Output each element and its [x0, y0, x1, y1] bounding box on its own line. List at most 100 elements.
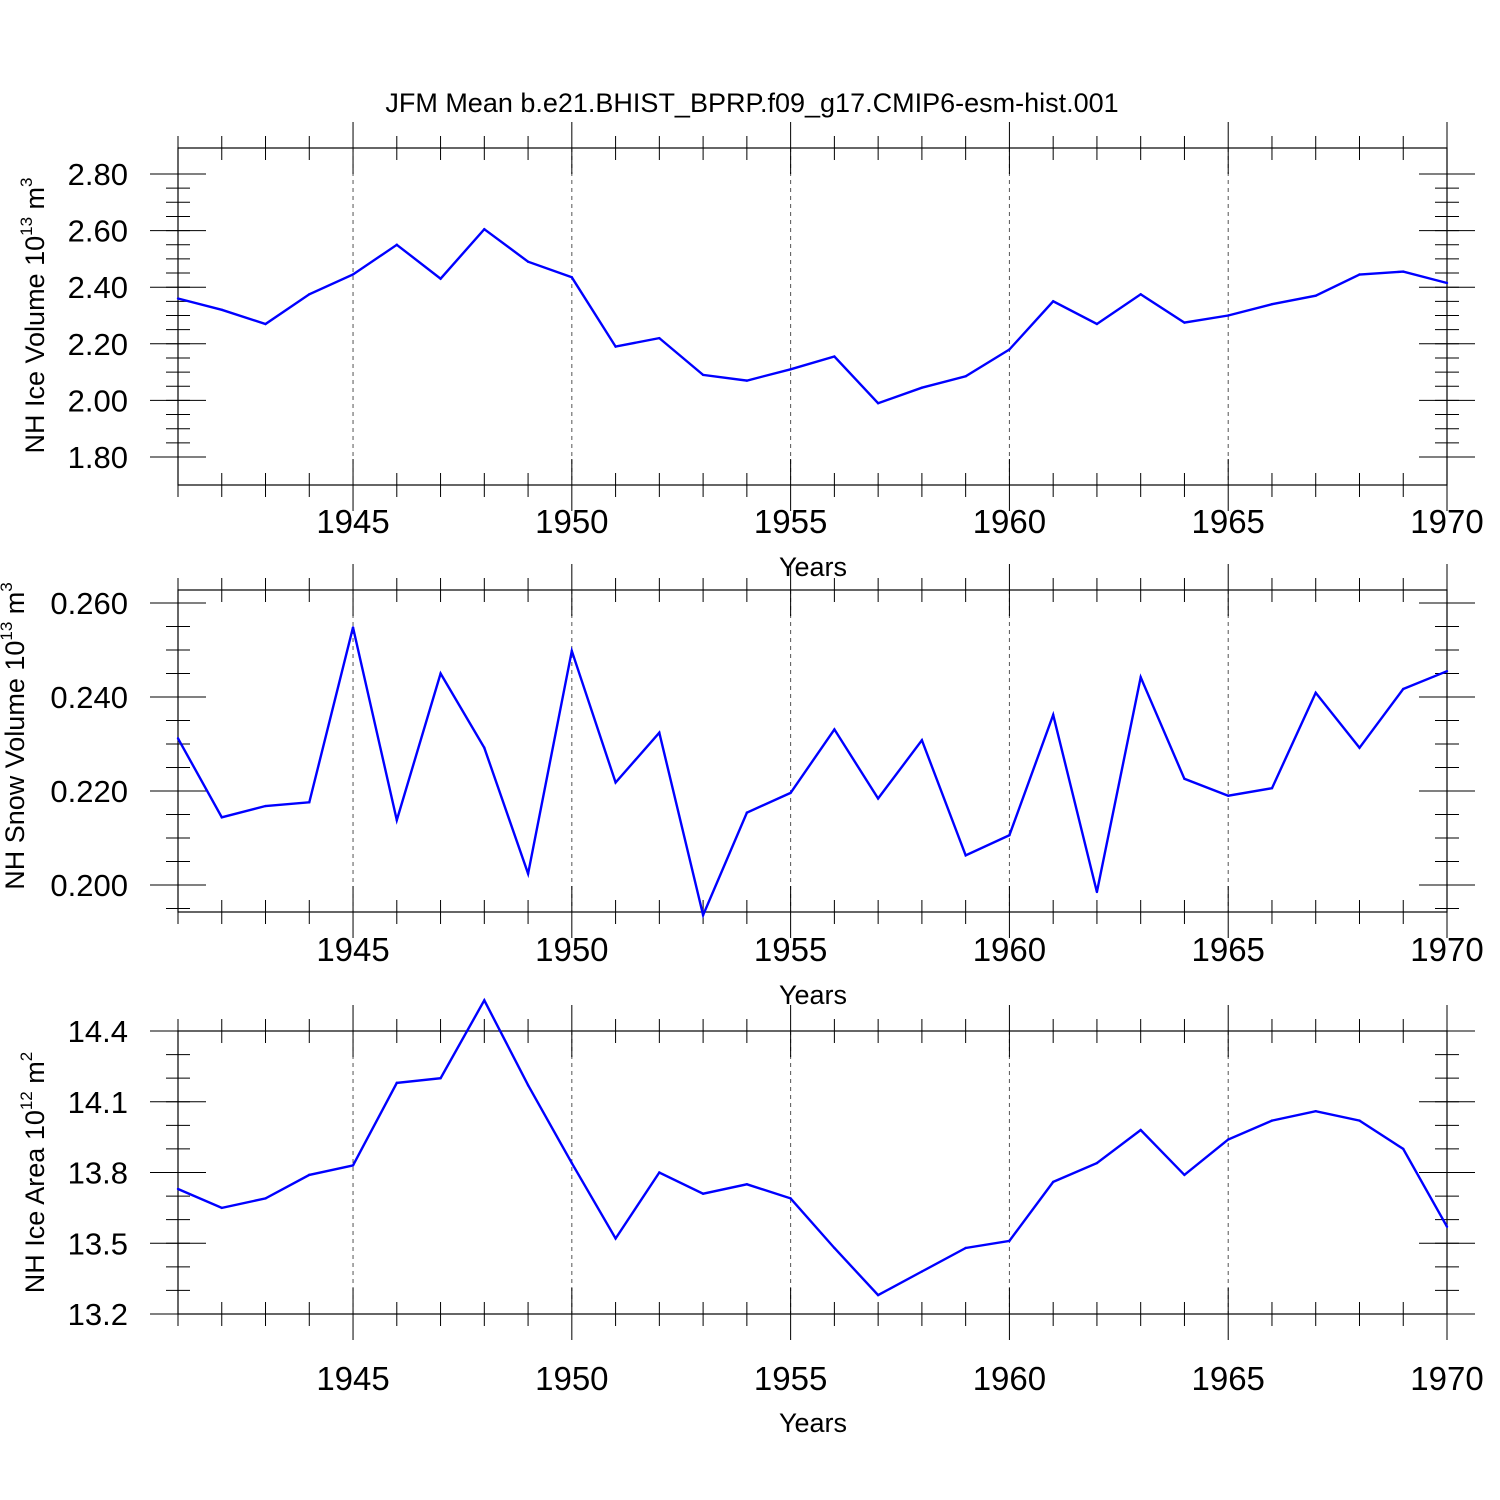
data-point: [1183, 777, 1186, 780]
data-point: [745, 379, 749, 382]
y-tick-label: 0.220: [50, 774, 128, 809]
data-point: [1270, 786, 1274, 790]
x-tick-label: 1965: [1191, 1360, 1264, 1397]
x-axis-label: Years: [779, 552, 847, 582]
data-point: [220, 1206, 223, 1210]
x-tick-label: 1955: [754, 1360, 827, 1397]
data-point: [1095, 890, 1099, 894]
y-tick-label: 2.60: [68, 214, 128, 249]
data-point: [745, 1183, 749, 1186]
data-point: [308, 801, 311, 804]
data-point: [264, 322, 267, 326]
data-point: [176, 737, 180, 740]
x-tick-label: 1960: [973, 503, 1046, 540]
data-point: [351, 626, 355, 629]
data-point: [658, 1171, 661, 1174]
plot-frame: [177, 589, 1448, 913]
data-point: [1402, 1147, 1405, 1151]
data-point: [220, 308, 223, 312]
data-point: [1358, 746, 1361, 749]
chart-title: JFM Mean b.e21.BHIST_BPRP.f09_g17.CMIP6-…: [385, 88, 1118, 118]
data-point: [701, 1192, 705, 1195]
data-point: [220, 816, 223, 819]
y-tick-label: 0.200: [50, 868, 128, 903]
data-point: [1008, 1239, 1011, 1243]
data-point: [789, 1197, 792, 1200]
data-point: [658, 731, 661, 734]
plot-frame: [177, 1030, 1448, 1315]
data-point: [1051, 300, 1055, 303]
x-tick-label: 1950: [535, 931, 608, 968]
plot-frame: [177, 147, 1448, 486]
series-line-ice-area: [177, 997, 1449, 1297]
data-point: [1445, 1225, 1449, 1228]
series-line-snow-volume: [176, 627, 1448, 919]
x-tick-label: 1965: [1191, 503, 1264, 540]
y-tick-label: 14.1: [68, 1085, 128, 1120]
panel-ice-volume: 1.80 2.00 2.20 2.40 2.60 2.80 1945 1950 1955 1960…: [17, 122, 1484, 582]
data-point: [1139, 1128, 1142, 1132]
data-point: [483, 746, 486, 749]
data-point: [1227, 1138, 1230, 1141]
data-point: [658, 336, 661, 340]
data-point: [526, 260, 530, 263]
x-tick-label: 1945: [316, 503, 389, 540]
x-tick-label: 1950: [535, 503, 608, 540]
data-point: [1183, 321, 1186, 324]
data-point: [876, 402, 880, 405]
x-tick-label: 1955: [754, 503, 827, 540]
data-point: [789, 791, 792, 795]
data-point: [964, 375, 967, 378]
data-point: [439, 672, 442, 675]
data-point: [526, 872, 530, 875]
data-point: [308, 1173, 311, 1177]
data-point: [614, 345, 617, 348]
series-line-ice-volume: [177, 227, 1448, 405]
data-point: [395, 818, 398, 822]
data-point: [264, 1197, 267, 1200]
data-point: [1051, 713, 1055, 717]
x-tick-label: 1970: [1410, 931, 1483, 968]
data-point: [308, 293, 311, 296]
y-tick-label: 2.00: [68, 383, 128, 418]
y-axis-label: NH Ice Volume 1013 m3: [17, 178, 50, 454]
data-point: [920, 739, 924, 742]
data-point: [876, 1293, 880, 1297]
y-tick-label: 2.40: [68, 270, 128, 305]
data-point: [526, 1084, 530, 1087]
data-point: [701, 373, 705, 377]
data-point: [1445, 281, 1449, 285]
x-tick-label: 1955: [754, 931, 827, 968]
data-point: [964, 1246, 967, 1250]
data-point: [395, 243, 398, 246]
y-tick-label: 2.80: [68, 157, 128, 192]
panel-ice-area: 13.2 13.5 13.8 14.1 14.4 1945 1950 1955 1960 1965…: [17, 997, 1484, 1438]
data-point: [1051, 1180, 1055, 1184]
data-point: [745, 811, 749, 814]
data-point: [1358, 1119, 1361, 1122]
y-tick-label: 13.2: [68, 1297, 128, 1332]
data-point: [1008, 348, 1011, 351]
data-point: [439, 1076, 442, 1080]
data-point: [1402, 687, 1405, 691]
data-point: [1314, 294, 1317, 297]
data-point: [1402, 270, 1405, 273]
data-point: [701, 913, 705, 917]
data-point: [1445, 669, 1449, 673]
data-point: [1314, 1109, 1317, 1113]
data-point: [1139, 676, 1142, 679]
data-point: [614, 1237, 617, 1240]
y-tick-label: 0.240: [50, 680, 128, 715]
x-tick-label: 1970: [1410, 1360, 1483, 1397]
data-point: [483, 999, 486, 1002]
y-tick-label: 0.260: [50, 586, 128, 621]
y-axis-label: NH Snow Volume 1013 m3: [0, 582, 30, 890]
x-tick-label: 1965: [1191, 931, 1264, 968]
data-point: [483, 227, 486, 231]
data-point: [176, 297, 180, 300]
x-axis-label: Years: [779, 1408, 847, 1438]
data-point: [1183, 1173, 1186, 1177]
data-point: [1227, 794, 1230, 797]
y-tick-label: 14.4: [68, 1014, 128, 1049]
